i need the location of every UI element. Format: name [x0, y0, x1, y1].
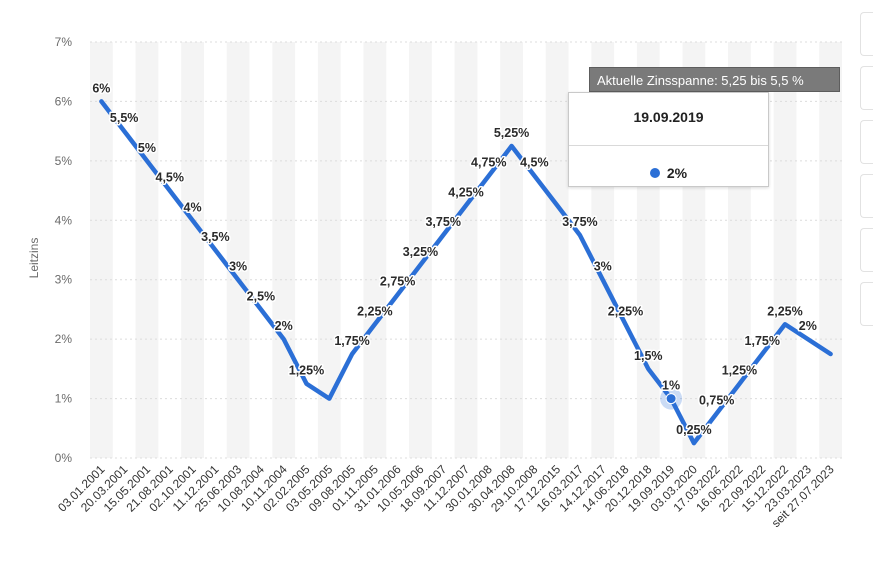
- side-tool-button[interactable]: [860, 120, 873, 164]
- category-band: [135, 42, 159, 458]
- side-tool-button[interactable]: [860, 174, 873, 218]
- category-band: [272, 42, 296, 458]
- data-label: 3,25%: [403, 245, 438, 259]
- category-band: [773, 42, 797, 458]
- data-label: 1%: [662, 379, 680, 393]
- category-band: [317, 42, 341, 458]
- data-label: 1,5%: [634, 349, 663, 363]
- y-tick-label: 4%: [55, 213, 73, 227]
- data-labels: 6% 5,5% 5% 4,5% 4% 3,5% 3% 2,5% 2% 1,25% 1,75% 2,25…: [91, 80, 819, 439]
- category-bands: [90, 42, 842, 458]
- y-tick-label: 7%: [55, 35, 73, 49]
- data-label: 4,5%: [156, 171, 185, 185]
- data-label: 2%: [275, 319, 293, 333]
- hover-highlight: [660, 387, 683, 410]
- category-band: [545, 42, 569, 458]
- data-label: 2,25%: [767, 304, 802, 318]
- category-band: [409, 42, 432, 458]
- y-tick-label: 1%: [55, 392, 73, 406]
- data-label: 3%: [594, 260, 612, 274]
- side-tool-button[interactable]: [860, 282, 873, 326]
- data-label: 5%: [138, 141, 156, 155]
- side-tool-button[interactable]: [860, 12, 873, 56]
- data-label: 2,75%: [380, 275, 415, 289]
- data-label: 6%: [92, 81, 110, 95]
- data-label: 3,75%: [425, 215, 460, 229]
- data-label: 2,25%: [357, 304, 392, 318]
- current-rate-banner: Aktuelle Zinsspanne: 5,25 bis 5,5 %: [589, 67, 840, 92]
- data-label: 1,75%: [334, 334, 369, 348]
- data-label: 2%: [799, 319, 817, 333]
- data-label: 4,75%: [471, 156, 506, 170]
- tooltip-date: 19.09.2019: [633, 109, 704, 125]
- data-label: 1,25%: [722, 364, 757, 378]
- category-band: [819, 42, 842, 458]
- data-label: 3%: [229, 260, 247, 274]
- data-label: 3,5%: [201, 230, 230, 244]
- category-band: [500, 42, 523, 458]
- data-label: 0,25%: [676, 423, 711, 437]
- data-label: 2,25%: [608, 304, 643, 318]
- y-axis-label: Leitzins: [27, 238, 41, 279]
- data-label: 4%: [184, 200, 202, 214]
- data-label: 4,25%: [448, 185, 483, 199]
- x-axis: 03.01.200120.03.200115.05.200121.08.2001…: [55, 462, 837, 530]
- y-tick-label: 2%: [55, 332, 73, 346]
- data-label: 0,75%: [699, 393, 734, 407]
- category-band: [454, 42, 478, 458]
- category-band: [181, 42, 204, 458]
- y-tick-label: 5%: [55, 154, 73, 168]
- tooltip-value-row: 2%: [569, 165, 768, 181]
- data-label: 2,5%: [247, 289, 276, 303]
- series-line-leitzins: [99, 99, 833, 446]
- category-band: [90, 42, 113, 458]
- tooltip: 19.09.2019 2%: [568, 92, 769, 187]
- side-tool-button[interactable]: [860, 66, 873, 110]
- data-label: 5,5%: [110, 111, 139, 125]
- tooltip-divider: [569, 145, 768, 146]
- y-axis: 0% 1% 2% 3% 4% 5% 6% 7%: [55, 35, 73, 465]
- y-tick-label: 6%: [55, 94, 73, 108]
- data-label: 4,5%: [520, 156, 549, 170]
- side-tool-button[interactable]: [860, 228, 873, 272]
- data-label: 1,75%: [745, 334, 780, 348]
- y-tick-label: 0%: [55, 451, 73, 465]
- data-label: 1,25%: [289, 364, 324, 378]
- banner-text: Aktuelle Zinsspanne: 5,25 bis 5,5 %: [597, 73, 804, 88]
- data-label: 5,25%: [494, 126, 529, 140]
- series-dot-icon: [649, 168, 660, 178]
- category-band: [226, 42, 250, 458]
- category-band: [363, 42, 387, 458]
- data-label: 3,75%: [562, 215, 597, 229]
- y-tick-label: 3%: [55, 273, 73, 287]
- gridlines: [90, 41, 842, 459]
- tooltip-value: 2%: [666, 165, 688, 181]
- highlight-point[interactable]: [665, 393, 677, 405]
